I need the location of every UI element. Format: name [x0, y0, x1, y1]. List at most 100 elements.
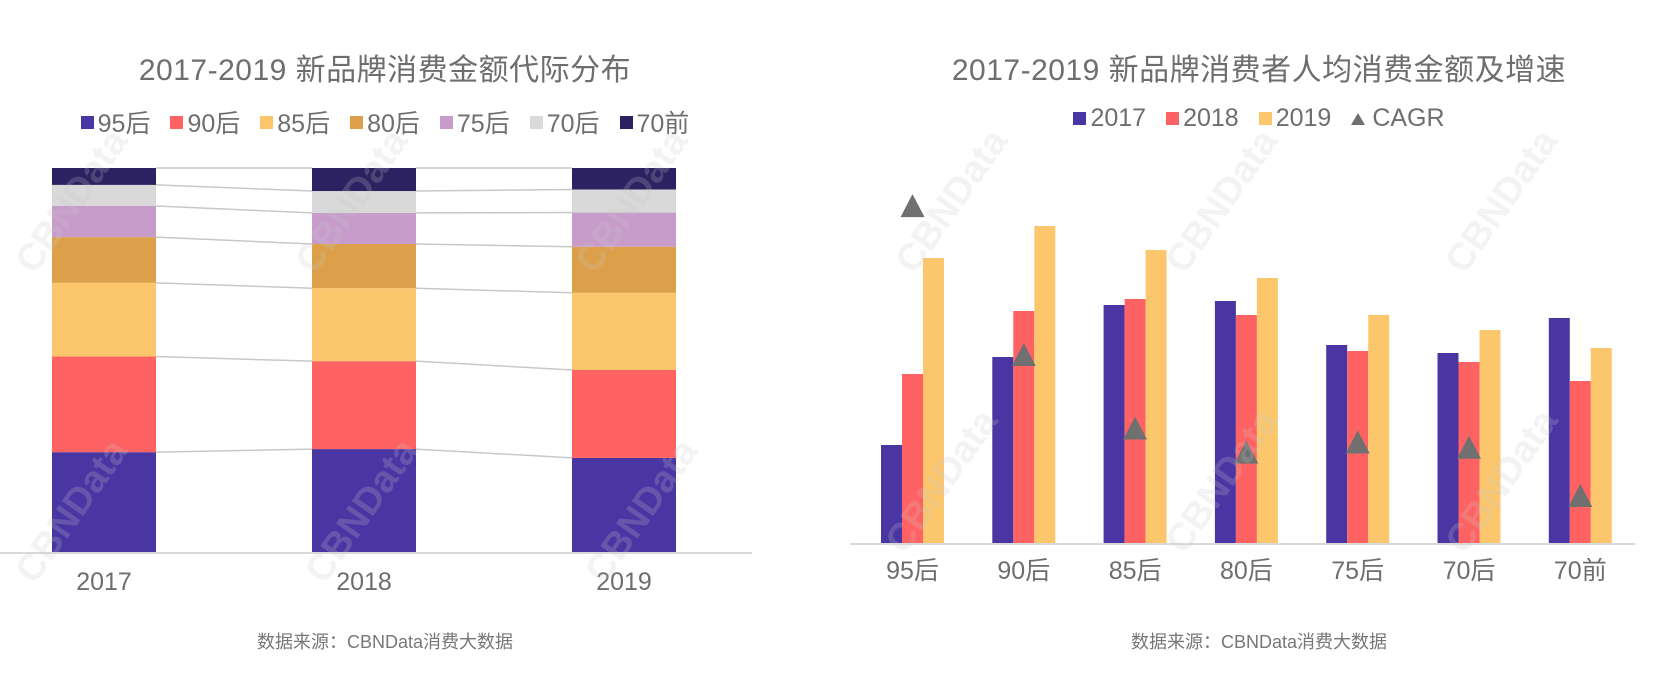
data-source-note: 数据来源：CBNData消费大数据: [1130, 632, 1388, 652]
grouped-chart-panel: 2017-2019 新品牌消费者人均消费金额及增速 2017 2018 2019 CA…: [850, 0, 1668, 688]
legend-item: 2019: [1258, 104, 1332, 133]
legend-item: 95后: [80, 104, 151, 140]
bar-segment-75后: [572, 212, 676, 247]
data-source-note: 数据来源：CBNData消费大数据: [256, 632, 514, 652]
connector-line: [155, 205, 313, 214]
bar-2019: [1034, 226, 1056, 543]
legend-label: 80后: [367, 110, 420, 138]
bar-2017: [1214, 301, 1236, 543]
legend-swatch: [1073, 112, 1087, 125]
stacked-chart-panel: 2017-2019 新品牌消费金额代际分布 95后 90后 85后 80后 75后 70后…: [0, 0, 770, 688]
legend-item: 85后: [260, 104, 330, 140]
x-tick-label: 70前: [1554, 557, 1607, 585]
bar-segment-70后: [52, 184, 156, 207]
bar-2019: [1479, 330, 1501, 543]
bar-segment-70后: [572, 189, 676, 213]
bar-segment-90后: [312, 361, 416, 450]
x-tick-label: 75后: [1331, 557, 1384, 585]
bar-segment-70后: [312, 191, 416, 213]
legend-swatch: [439, 115, 453, 129]
bar-segment-90后: [572, 369, 676, 458]
bar-2017: [992, 357, 1014, 543]
legend-swatch: [619, 115, 633, 129]
connector-line: [155, 236, 313, 245]
chart-legend: 2017 2018 2019 CAGR: [850, 104, 1668, 133]
chart-title: 2017-2019 新品牌消费者人均消费金额及增速: [951, 54, 1567, 87]
legend-item: 70前: [619, 104, 690, 140]
legend-item: CAGR: [1351, 104, 1445, 133]
bar-segment-80后: [572, 246, 676, 293]
legend-item: 80后: [350, 104, 420, 140]
cagr-marker: [1234, 440, 1259, 464]
legend-swatch: [80, 115, 94, 129]
bar-2019: [1590, 348, 1612, 543]
bar-2019: [1145, 250, 1167, 543]
stacked-bar-chart: 2017 2018 2019: [0, 167, 752, 596]
legend-item: 75后: [439, 104, 510, 140]
chart-legend: 95后 90后 85后 80后 75后 70后 70前: [0, 104, 770, 140]
cagr-marker: [1457, 435, 1481, 459]
bar-segment-85后: [52, 282, 156, 357]
bar-segment-75后: [52, 206, 156, 238]
cagr-marker: [1011, 343, 1036, 367]
legend-swatch: [170, 115, 184, 129]
legend-item: 2018: [1166, 104, 1239, 133]
connector-line: [415, 360, 573, 371]
bar-segment-75后: [312, 212, 416, 245]
x-tick-label: 85后: [1109, 557, 1162, 585]
connector-line: [155, 355, 313, 362]
cagr-marker: [900, 194, 925, 218]
bar-2018: [1569, 381, 1591, 543]
legend-item: 2017: [1073, 104, 1146, 133]
legend-label: CAGR: [1372, 104, 1445, 132]
legend-label: 95后: [97, 110, 151, 138]
legend-item: 70后: [529, 104, 600, 140]
connector-line: [415, 287, 573, 294]
connector-line: [155, 184, 313, 192]
bar-segment-95后: [52, 452, 156, 552]
cagr-marker: [1123, 416, 1148, 440]
bar-segment-95后: [572, 457, 676, 552]
bar-2018: [1013, 311, 1035, 543]
bar-2017: [1326, 345, 1348, 543]
bar-2017: [1548, 318, 1570, 543]
bar-2019: [1256, 278, 1278, 543]
x-tick-label: 70后: [1443, 557, 1496, 585]
bar-2019: [923, 258, 944, 543]
bar-segment-90后: [52, 356, 156, 453]
bar-2018: [1235, 315, 1257, 543]
bar-2019: [1368, 315, 1390, 543]
x-tick-label: 2017: [76, 568, 132, 596]
legend-swatch: [1166, 112, 1180, 125]
cagr-marker: [1568, 484, 1593, 508]
connector-line: [155, 448, 313, 453]
bar-segment-95后: [312, 449, 416, 552]
bar-segment-70前: [312, 168, 416, 192]
bar-segment-70前: [52, 168, 156, 185]
triangle-marker-icon: [1351, 112, 1366, 125]
connector-line: [415, 243, 573, 248]
x-tick-label: 2018: [336, 568, 392, 596]
cagr-marker: [1345, 430, 1370, 454]
connector-line: [155, 282, 313, 289]
connector-line: [415, 188, 573, 192]
bar-2018: [902, 374, 923, 543]
x-tick-label: 90后: [997, 557, 1050, 585]
legend-swatch: [1258, 112, 1272, 125]
bar-segment-85后: [312, 288, 416, 362]
x-tick-label: 95后: [886, 557, 939, 585]
legend-label: 90后: [187, 110, 241, 138]
legend-label: 70后: [546, 110, 600, 138]
grouped-bar-chart: 95后 90后 85后 80后 75后 70后 70前: [850, 194, 1635, 585]
legend-swatch: [529, 115, 543, 129]
bar-segment-85后: [572, 292, 676, 370]
legend-label: 70前: [636, 110, 690, 138]
legend-item: 90后: [170, 104, 240, 140]
chart-title: 2017-2019 新品牌消费金额代际分布: [138, 54, 632, 87]
legend-label: 2019: [1275, 104, 1332, 132]
bar-segment-70前: [572, 168, 676, 190]
bar-segment-80后: [312, 244, 416, 289]
legend-label: 2018: [1183, 104, 1239, 132]
x-tick-label: 80后: [1220, 557, 1273, 585]
legend-swatch: [260, 115, 274, 129]
